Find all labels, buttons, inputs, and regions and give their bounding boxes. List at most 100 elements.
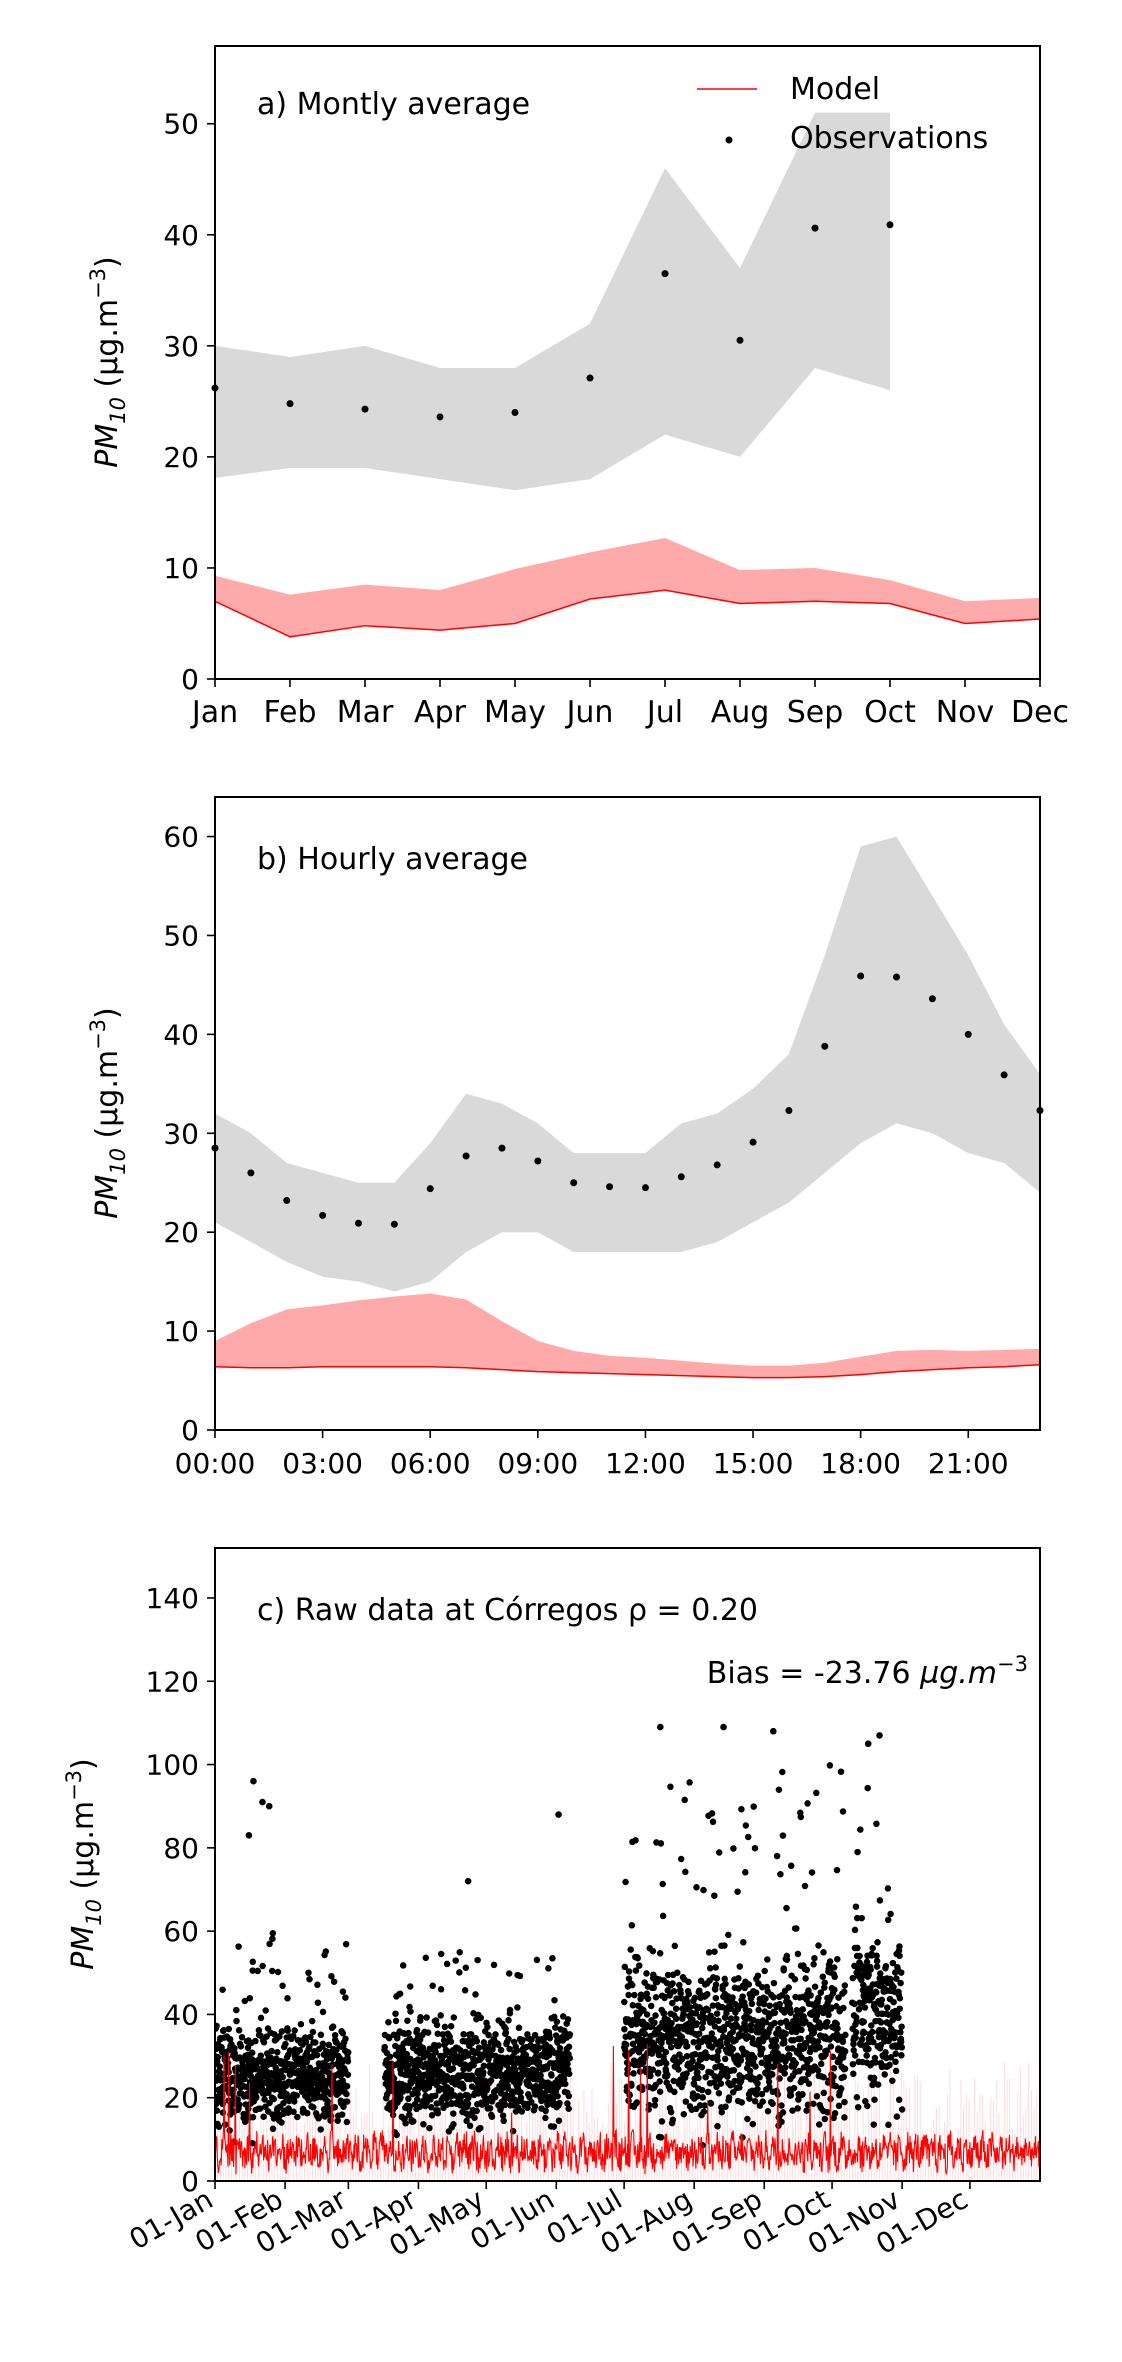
- observation-point: [283, 1197, 291, 1205]
- model-line: [214, 1363, 1041, 1379]
- observation-point: [555, 1811, 562, 1818]
- model-range-band: [215, 537, 1040, 637]
- y-tick-label: 0: [181, 2165, 199, 2198]
- observation-point: [857, 972, 865, 980]
- observation-point: [964, 1030, 972, 1038]
- plot-frame: [214, 1547, 1041, 2182]
- x-tick-label: Oct: [864, 695, 916, 730]
- y-tick-label: 0: [181, 1414, 199, 1447]
- y-tick-label: 100: [146, 1749, 199, 1782]
- observations-range-band: [215, 836, 1040, 1292]
- y-tick-label: 10: [163, 1315, 199, 1348]
- y-tick-label: 60: [163, 1915, 199, 1948]
- x-tick-label: 21:00: [928, 1447, 1009, 1480]
- legend-observations-label: Observations: [790, 121, 988, 156]
- x-tick-label: 03:00: [282, 1447, 363, 1480]
- y-tick-label: 30: [163, 330, 199, 363]
- y-axis-label: PM10 (µg.m−3): [62, 1758, 106, 1970]
- observation-point: [713, 1161, 721, 1169]
- y-tick-label: 10: [163, 552, 199, 585]
- legend: Model Observations: [697, 72, 988, 156]
- observation-point: [893, 973, 901, 981]
- observation-point: [928, 995, 936, 1003]
- y-tick-label: 30: [163, 1117, 199, 1150]
- observation-point: [811, 224, 819, 232]
- x-tick-label: Apr: [414, 695, 467, 730]
- y-tick-label: 140: [146, 1582, 199, 1615]
- x-tick-label: Jan: [190, 695, 238, 730]
- observation-point: [785, 1107, 793, 1115]
- observation-point: [864, 1740, 872, 1748]
- x-tick-label: Mar: [337, 695, 394, 730]
- legend-observations-swatch: [725, 136, 733, 144]
- x-tick-label: Sep: [787, 695, 844, 730]
- y-tick-label: 40: [163, 1998, 199, 2031]
- observation-point: [886, 221, 894, 229]
- observation-point: [390, 1220, 398, 1228]
- x-tick-label: 06:00: [390, 1447, 471, 1480]
- x-tick-label: Feb: [263, 695, 316, 730]
- panel-monthly-average: 0 10 20 30 40 50 Jan Feb Mar Apr May Jun Jul Aug Sep Oc…: [86, 45, 1069, 730]
- observation-point: [319, 1211, 327, 1219]
- model-line: [215, 2044, 1040, 2176]
- bias-annotation: Bias = -23.76 µg.m−3: [707, 1652, 1028, 1691]
- observation-point: [769, 1727, 777, 1735]
- x-tick-label: Jul: [645, 695, 683, 730]
- x-tick-label: 12:00: [605, 1447, 686, 1480]
- observation-point: [586, 374, 594, 382]
- x-tick-label: Aug: [711, 695, 770, 730]
- x-tick-label: Dec: [1011, 695, 1069, 730]
- observation-point: [876, 1732, 883, 1739]
- model-range-band: [215, 1293, 1040, 1378]
- observation-point: [656, 1723, 664, 1731]
- observation-point: [361, 405, 369, 413]
- y-axis-label: PM10 (µg.m−3): [86, 1007, 130, 1219]
- panel-title: b) Hourly average: [257, 842, 528, 877]
- observation-point: [286, 400, 294, 408]
- observation-point: [641, 1184, 649, 1192]
- y-tick-label: 20: [163, 2082, 199, 2115]
- observation-point: [464, 1877, 472, 1885]
- y-tick-label: 60: [163, 821, 199, 854]
- raw-data-plot-area: [215, 1723, 1040, 2181]
- plot-frame: [214, 796, 1041, 1431]
- observation-point: [426, 1185, 434, 1193]
- y-tick-label: 80: [163, 1832, 199, 1865]
- observation-point: [259, 1798, 266, 1806]
- observation-point: [606, 1183, 614, 1191]
- panel-hourly-average: 0 10 20 30 40 50 60 00:00 03:00 06:00 09:00 12:00 15…: [86, 796, 1044, 1480]
- observation-point: [749, 1138, 757, 1146]
- plot-frame: [214, 45, 1041, 680]
- observation-point: [247, 1169, 255, 1177]
- observation-point: [534, 1157, 542, 1165]
- observation-point: [245, 1832, 253, 1839]
- observation-point: [265, 1802, 273, 1810]
- observations-range-band: [215, 112, 890, 491]
- observation-point: [736, 336, 744, 344]
- x-tick-label: 15:00: [713, 1447, 794, 1480]
- y-tick-label: 40: [163, 219, 199, 252]
- observation-point: [720, 1723, 727, 1731]
- y-tick-label: 50: [163, 919, 199, 952]
- y-tick-label: 50: [163, 108, 199, 141]
- y-tick-label: 0: [181, 663, 199, 696]
- observation-point: [462, 1152, 470, 1160]
- observation-point: [250, 1777, 257, 1785]
- y-axis-label: PM10 (µg.m−3): [86, 256, 130, 468]
- observation-point: [1000, 1071, 1008, 1079]
- x-tick-label: May: [484, 695, 546, 730]
- y-tick-label: 20: [163, 441, 199, 474]
- observation-point: [821, 1042, 829, 1050]
- observation-point: [661, 270, 669, 278]
- x-tick-label: Jun: [565, 695, 614, 730]
- model-line: [214, 589, 1041, 638]
- x-tick-label: 18:00: [820, 1447, 901, 1480]
- panel-title: a) Montly average: [257, 87, 530, 122]
- panel-title: c) Raw data at Córregos ρ = 0.20: [257, 1593, 758, 1628]
- x-tick-label: 09:00: [497, 1447, 578, 1480]
- observation-point: [677, 1173, 685, 1181]
- y-tick-label: 20: [163, 1216, 199, 1249]
- observation-point: [436, 413, 444, 421]
- observation-point: [570, 1179, 578, 1187]
